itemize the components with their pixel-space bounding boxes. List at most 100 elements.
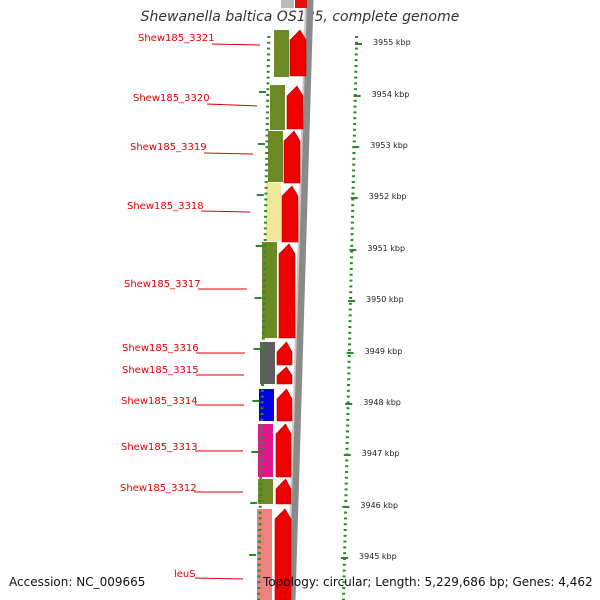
- inner-tick: [261, 372, 265, 375]
- kbp-label: 3951 kbp: [367, 244, 406, 253]
- inner-tick: [257, 575, 261, 578]
- outer-tick: [349, 297, 353, 299]
- inner-tick: [262, 291, 266, 294]
- outer-tick: [353, 111, 357, 114]
- outer-tick: [355, 41, 359, 44]
- outer-tick: [354, 47, 358, 50]
- inner-tick: [261, 349, 265, 352]
- inner-tick: [266, 99, 270, 102]
- kbp-tick: [342, 506, 350, 508]
- kbp-label: 3952 kbp: [368, 192, 407, 201]
- inner-tick: [261, 366, 265, 369]
- inner-tick: [258, 534, 262, 537]
- gene-leader-line: [206, 103, 258, 107]
- outer-tick: [351, 192, 355, 195]
- gene-label: Shew185_3314: [121, 396, 198, 407]
- cds-arrow: [289, 29, 307, 77]
- outer-tick: [354, 53, 358, 56]
- gene-feature: [262, 242, 277, 338]
- gene-feature: [268, 131, 283, 182]
- inner-tick: [260, 401, 264, 404]
- inner-tick: [267, 41, 271, 44]
- outer-tick: [346, 401, 350, 404]
- inner-tick: [259, 465, 263, 468]
- inner-tick: [263, 262, 267, 265]
- inner-tick: [257, 563, 261, 566]
- inner-tick: [260, 395, 264, 398]
- outer-tick: [353, 99, 357, 102]
- outer-tick: [344, 488, 348, 491]
- inner-tick: [262, 302, 266, 305]
- inner-tick: [262, 297, 266, 299]
- outer-tick: [353, 123, 357, 125]
- inner-tick: [258, 511, 262, 514]
- outer-tick: [349, 268, 353, 270]
- inner-tick: [259, 447, 263, 450]
- kbp-tick: [349, 249, 357, 251]
- outer-tick: [354, 70, 358, 73]
- inner-tick: [257, 598, 261, 600]
- inner-tick: [267, 36, 271, 38]
- cds-arrow: [281, 185, 299, 243]
- kbp-label: 3948 kbp: [363, 398, 401, 407]
- outer-tick: [347, 343, 351, 346]
- outer-tick: [345, 447, 349, 450]
- inner-tick: [266, 105, 270, 108]
- outer-tick: [348, 308, 352, 311]
- outer-tick: [348, 314, 352, 317]
- outer-tick: [350, 233, 354, 236]
- gene-leader-line: [200, 210, 251, 213]
- inner-tick: [266, 70, 270, 73]
- inner-tick: [263, 244, 267, 247]
- inner-tick: [265, 152, 269, 154]
- inner-tick: [266, 65, 270, 67]
- kbp-tick: [353, 95, 361, 97]
- outer-tick: [344, 476, 348, 479]
- inner-tick: [260, 413, 264, 415]
- outer-tick: [352, 140, 356, 143]
- gene-leader-line: [211, 43, 261, 46]
- outer-tick: [346, 395, 350, 398]
- gene-label: Shew185_3316: [122, 343, 199, 354]
- kbp-tick-inner: [255, 245, 263, 247]
- inner-tick: [265, 140, 269, 143]
- outer-tick: [353, 117, 357, 120]
- inner-tick: [261, 360, 265, 363]
- cds-arrow: [275, 478, 292, 505]
- kbp-label: 3954 kbp: [371, 90, 410, 99]
- gene-label: Shew185_3321: [138, 33, 215, 44]
- outer-tick: [342, 587, 346, 589]
- inner-tick: [265, 157, 269, 160]
- outer-tick: [347, 372, 351, 375]
- gene-feature: [266, 183, 281, 241]
- kbp-tick-inner: [257, 143, 265, 145]
- inner-tick: [258, 517, 262, 520]
- gene-label: Shew185_3315: [122, 365, 199, 376]
- inner-tick: [264, 192, 268, 195]
- inner-tick: [262, 314, 266, 317]
- inner-tick: [261, 355, 265, 357]
- kbp-tick: [355, 43, 362, 45]
- gene-feature: [260, 367, 275, 384]
- outer-tick: [342, 592, 346, 595]
- accession-label: Accession: NC_009665: [9, 575, 146, 589]
- inner-tick: [258, 523, 262, 526]
- outer-tick: [345, 436, 349, 439]
- inner-tick: [257, 552, 261, 555]
- inner-tick: [257, 558, 261, 560]
- outer-tick: [343, 552, 347, 555]
- cds-arrow: [274, 508, 292, 600]
- outer-tick: [342, 581, 346, 584]
- cds-arrow: [278, 243, 296, 339]
- outer-tick: [354, 76, 358, 79]
- inner-tick: [264, 204, 268, 207]
- inner-tick: [263, 239, 267, 241]
- outer-tick: [348, 331, 352, 334]
- inner-tick: [264, 181, 268, 183]
- outer-tick: [345, 471, 349, 473]
- outer-tick: [343, 546, 347, 549]
- outer-tick: [348, 302, 352, 305]
- inner-tick: [263, 221, 267, 224]
- outer-tick: [347, 378, 351, 381]
- outer-tick: [349, 279, 353, 282]
